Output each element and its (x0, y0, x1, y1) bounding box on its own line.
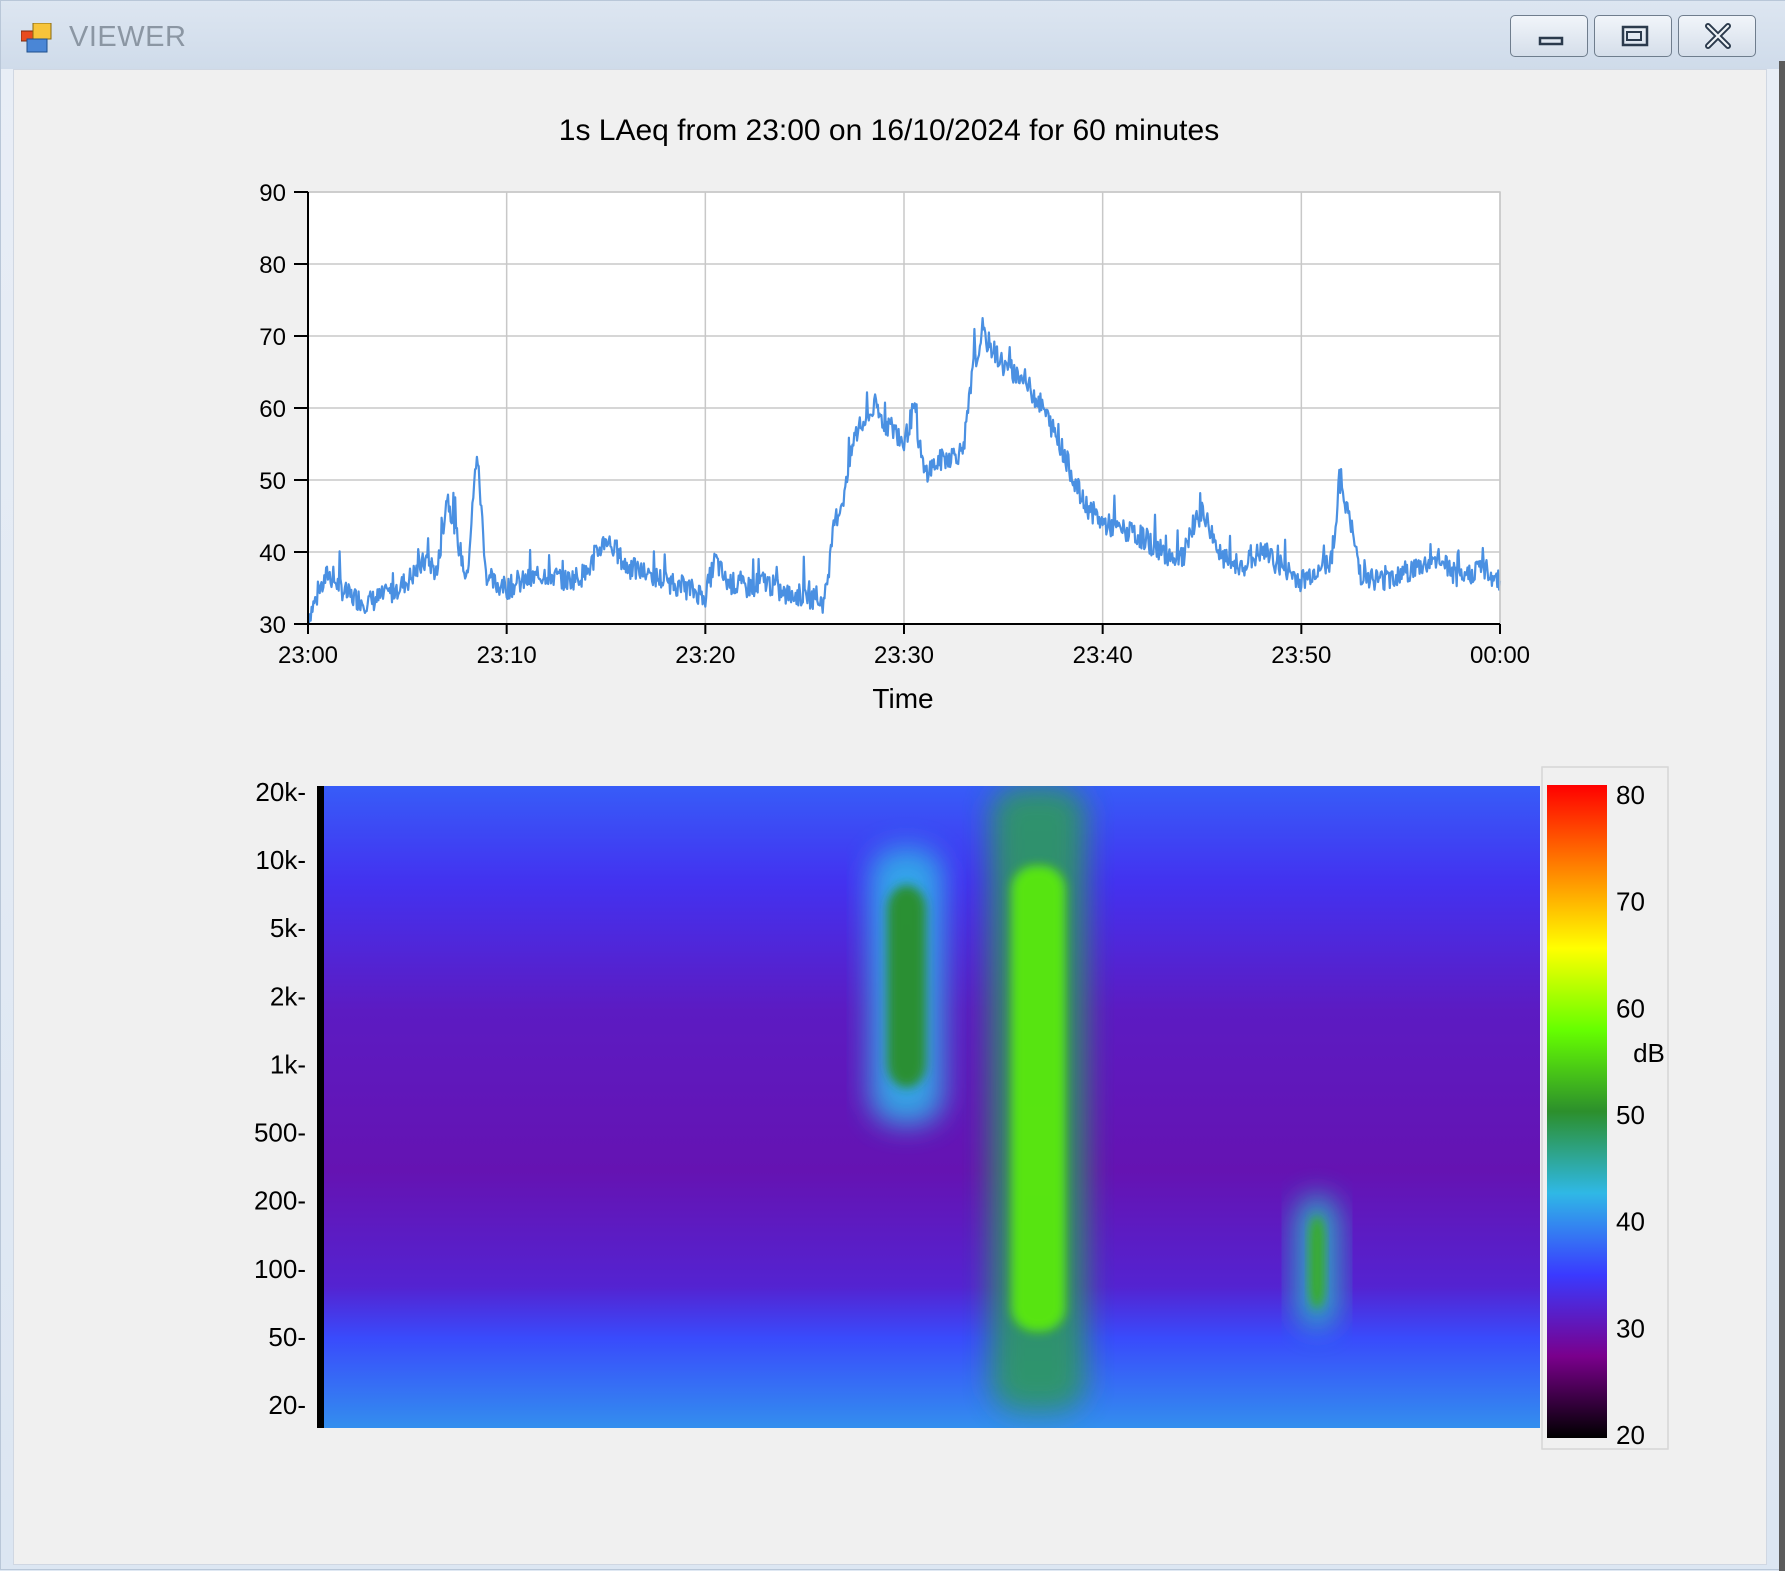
line-chart-axes (294, 191, 1501, 634)
client-area: 1s LAeq from 23:00 on 16/10/2024 for 60 … (13, 69, 1767, 1565)
window-right-edge (1779, 61, 1785, 1571)
y-tick-label: 40 (259, 540, 286, 567)
colorbar-tick-label: 50 (1616, 1100, 1645, 1130)
event-core (1011, 865, 1066, 1332)
y-tick-label: 80 (259, 252, 286, 279)
freq-tick-label: 5k- (270, 913, 306, 943)
y-tick-label: 90 (259, 180, 286, 207)
colorbar-tick-label: 80 (1616, 780, 1645, 810)
x-tick-label: 23:30 (874, 642, 934, 669)
freq-tick-label: 10k- (255, 845, 306, 875)
freq-tick-label: 20k- (255, 777, 306, 807)
x-tick-label: 23:10 (477, 642, 537, 669)
maximize-icon (1621, 25, 1649, 47)
colorbar-tick-label: 60 (1616, 993, 1645, 1023)
freq-tick-label: 500- (254, 1118, 306, 1148)
spectrogram-event (1294, 1194, 1340, 1330)
charts-canvas: 1s LAeq from 23:00 on 16/10/2024 for 60 … (254, 114, 1669, 1450)
freq-tick-label: 200- (254, 1186, 306, 1216)
x-tick-label: 23:50 (1271, 642, 1331, 669)
y-tick-label: 70 (259, 324, 286, 351)
x-tick-label: 23:00 (278, 642, 338, 669)
freq-tick-label: 1k- (270, 1049, 306, 1079)
spectrogram-event (990, 786, 1086, 1411)
colorbar-tick-label: 30 (1616, 1313, 1645, 1343)
close-button[interactable] (1678, 15, 1756, 57)
colorbar-label: dB (1633, 1038, 1665, 1068)
colorbar-tick-labels: 80 70 60 50 40 30 20 (1616, 780, 1645, 1450)
y-tick-label: 30 (259, 612, 286, 639)
x-tick-label: 23:20 (675, 642, 735, 669)
colorbar (1547, 785, 1607, 1438)
colorbar-tick-label: 20 (1616, 1420, 1645, 1450)
spectrogram-events (869, 786, 1340, 1411)
close-icon (1705, 23, 1731, 49)
y-tick-label: 60 (259, 396, 286, 423)
freq-tick-label: 100- (254, 1254, 306, 1284)
line-x-tick-labels: 23:00 23:10 23:20 23:30 23:40 23:50 00:00 (278, 642, 1530, 669)
spectrogram-plot (324, 786, 1540, 1428)
y-tick-label: 50 (259, 468, 286, 495)
line-chart-title: 1s LAeq from 23:00 on 16/10/2024 for 60 … (559, 114, 1219, 147)
colorbar-tick-label: 70 (1616, 887, 1645, 917)
spectrogram-event (869, 847, 944, 1126)
app-window-icon (20, 22, 53, 53)
colorbar-tick-label: 40 (1616, 1207, 1645, 1237)
spectrogram-y-tick-labels: 20k- 10k- 5k- 2k- 1k- 500- 200- 100- 50- 20- (254, 777, 306, 1420)
freq-tick-label: 50- (268, 1322, 306, 1352)
line-x-axis-label: Time (872, 683, 933, 714)
window-title: VIEWER (69, 21, 187, 53)
title-bar[interactable]: VIEWER (1, 1, 1785, 69)
event-core (1309, 1215, 1325, 1309)
maximize-button[interactable] (1594, 15, 1672, 57)
line-series-laeq (306, 317, 1502, 625)
x-tick-label: 23:40 (1073, 642, 1133, 669)
minimize-icon (1538, 36, 1564, 46)
minimize-button[interactable] (1510, 15, 1588, 57)
x-tick-label: 00:00 (1470, 642, 1530, 669)
freq-tick-label: 2k- (270, 981, 306, 1011)
event-core (887, 885, 926, 1088)
freq-tick-label: 20- (268, 1390, 306, 1420)
line-y-tick-labels: 30 40 50 60 70 80 90 (259, 180, 286, 639)
